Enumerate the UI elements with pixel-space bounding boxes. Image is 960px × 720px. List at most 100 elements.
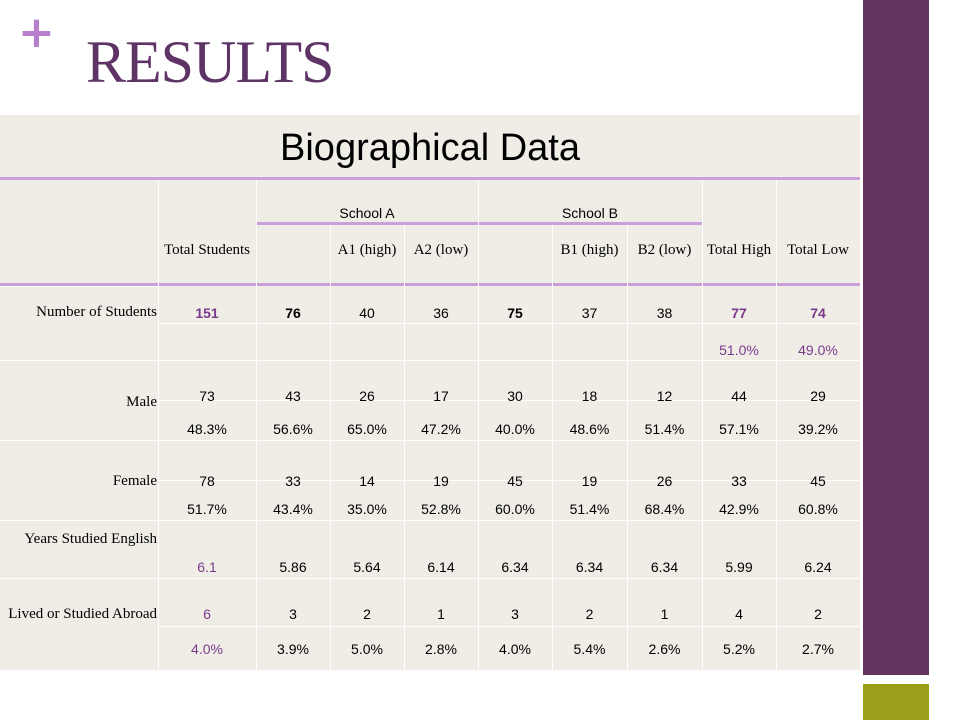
row-separator	[158, 626, 860, 627]
decorative-band	[863, 0, 929, 675]
cell-male: 26	[359, 388, 375, 404]
cell-male-pct: 48.6%	[569, 421, 610, 437]
header-total-students: Total Students	[163, 242, 251, 258]
column-separator	[552, 225, 553, 670]
cell-male-pct: 56.6%	[273, 421, 313, 437]
cell-number-of-students-pct	[330, 342, 404, 360]
biographical-table: Biographical Data School A School B Total …	[0, 115, 860, 670]
cell-male: 12	[656, 388, 673, 404]
cell-years-studied-english: 5.64	[353, 559, 381, 575]
cell-number-of-students-pct	[478, 342, 552, 360]
cell-years-studied-english: 5.99	[725, 559, 753, 575]
rule-under-title	[0, 177, 860, 180]
column-separator	[627, 225, 628, 670]
cell-lived-or-studied-abroad-pct: 5.0%	[351, 641, 383, 657]
cell-male: 30	[507, 388, 523, 404]
cell-male: 44	[731, 388, 747, 404]
cell-male: 17	[433, 388, 449, 404]
cell-female-pct: 35.0%	[347, 501, 387, 517]
cell-female: 45	[810, 473, 826, 489]
column-separator	[702, 180, 703, 670]
header-a2: A2 (low)	[413, 242, 469, 258]
row-separator	[0, 286, 158, 287]
cell-number-of-students-pct	[627, 342, 702, 360]
cell-years-studied-english: 6.34	[650, 559, 679, 575]
cell-lived-or-studied-abroad-pct: 2.8%	[425, 641, 457, 657]
cell-female: 33	[285, 473, 301, 489]
header-b2: B2 (low)	[637, 242, 692, 258]
slide-title: RESULTS	[86, 29, 335, 95]
row-separator	[158, 440, 860, 441]
table-title: Biographical Data	[280, 127, 580, 169]
cell-male-pct: 40.0%	[495, 421, 535, 437]
cell-lived-or-studied-abroad: 1	[437, 606, 445, 622]
row-label-female: Female	[112, 473, 157, 489]
cell-number-of-students-pct	[158, 342, 256, 360]
row-separator	[0, 520, 158, 521]
cell-lived-or-studied-abroad: 3	[289, 606, 297, 622]
cell-male-pct: 65.0%	[347, 421, 387, 437]
cell-female: 19	[581, 473, 598, 489]
cell-male-pct: 47.2%	[421, 421, 461, 437]
cell-lived-or-studied-abroad-pct: 5.4%	[573, 641, 606, 657]
cell-lived-or-studied-abroad-pct: 3.9%	[277, 641, 309, 657]
row-separator	[158, 578, 860, 579]
cell-male: 29	[810, 388, 826, 404]
cell-female: 78	[199, 473, 215, 489]
rule-under-subgroups	[256, 222, 702, 225]
header-total-low: Total Low	[787, 242, 849, 258]
cell-number-of-students-pct: 51.0%	[719, 342, 759, 358]
cell-lived-or-studied-abroad: 4	[735, 606, 743, 622]
cell-female-pct: 68.4%	[644, 501, 685, 517]
cell-lived-or-studied-abroad-pct: 4.0%	[499, 641, 531, 657]
cell-years-studied-english: 6.24	[804, 559, 832, 575]
cell-female-pct: 51.4%	[569, 501, 610, 517]
cell-female: 19	[433, 473, 449, 489]
cell-male: 73	[199, 388, 215, 404]
cell-female-pct: 52.8%	[421, 501, 461, 517]
cell-number-of-students-pct	[552, 342, 627, 360]
cell-lived-or-studied-abroad: 2	[585, 606, 594, 622]
cell-male-pct: 39.2%	[798, 421, 838, 437]
header-total-high: Total High	[706, 242, 772, 258]
cell-number-of-students: 36	[433, 305, 449, 321]
cell-female: 45	[507, 473, 523, 489]
cell-number-of-students: 75	[507, 305, 523, 321]
column-separator	[158, 180, 159, 670]
cell-lived-or-studied-abroad-pct: 2.6%	[648, 641, 681, 657]
cell-years-studied-english: 6.34	[501, 559, 529, 575]
cell-years-studied-english: 6.34	[575, 559, 604, 575]
plus-icon: +	[18, 7, 55, 58]
cell-lived-or-studied-abroad: 2	[363, 606, 371, 622]
cell-male: 18	[581, 388, 598, 404]
column-separator	[404, 225, 405, 670]
cell-male-pct: 51.4%	[644, 421, 685, 437]
row-label-lived-or-studied-abroad: Lived or Studied Abroad	[8, 606, 157, 622]
cell-female: 33	[731, 473, 747, 489]
rule-under-header	[0, 283, 860, 286]
cell-years-studied-english: 6.14	[427, 559, 455, 575]
cell-male-pct: 57.1%	[719, 421, 759, 437]
row-label-male: Male	[126, 394, 157, 410]
cell-female-pct: 42.9%	[719, 501, 759, 517]
header-school-a: School A	[339, 205, 395, 221]
cell-female-pct: 60.8%	[798, 501, 838, 517]
column-separator	[256, 180, 257, 670]
row-separator	[158, 480, 860, 481]
cell-lived-or-studied-abroad: 2	[814, 606, 822, 622]
column-separator	[330, 225, 331, 670]
cell-female-pct: 51.7%	[187, 501, 227, 517]
row-separator	[158, 323, 860, 324]
cell-lived-or-studied-abroad-pct: 5.2%	[723, 641, 755, 657]
cell-number-of-students: 76	[285, 305, 301, 321]
cell-number-of-students: 37	[581, 305, 598, 321]
row-separator	[0, 578, 158, 579]
row-separator	[158, 400, 860, 401]
cell-number-of-students-pct: 49.0%	[798, 342, 838, 358]
row-label-number-of-students: Number of Students	[36, 304, 157, 320]
cell-female-pct: 60.0%	[495, 501, 535, 517]
cell-years-studied-english: 6.1	[197, 559, 217, 575]
cell-number-of-students: 40	[359, 305, 375, 321]
cell-number-of-students-pct	[256, 342, 330, 360]
header-school-b: School B	[561, 205, 619, 221]
